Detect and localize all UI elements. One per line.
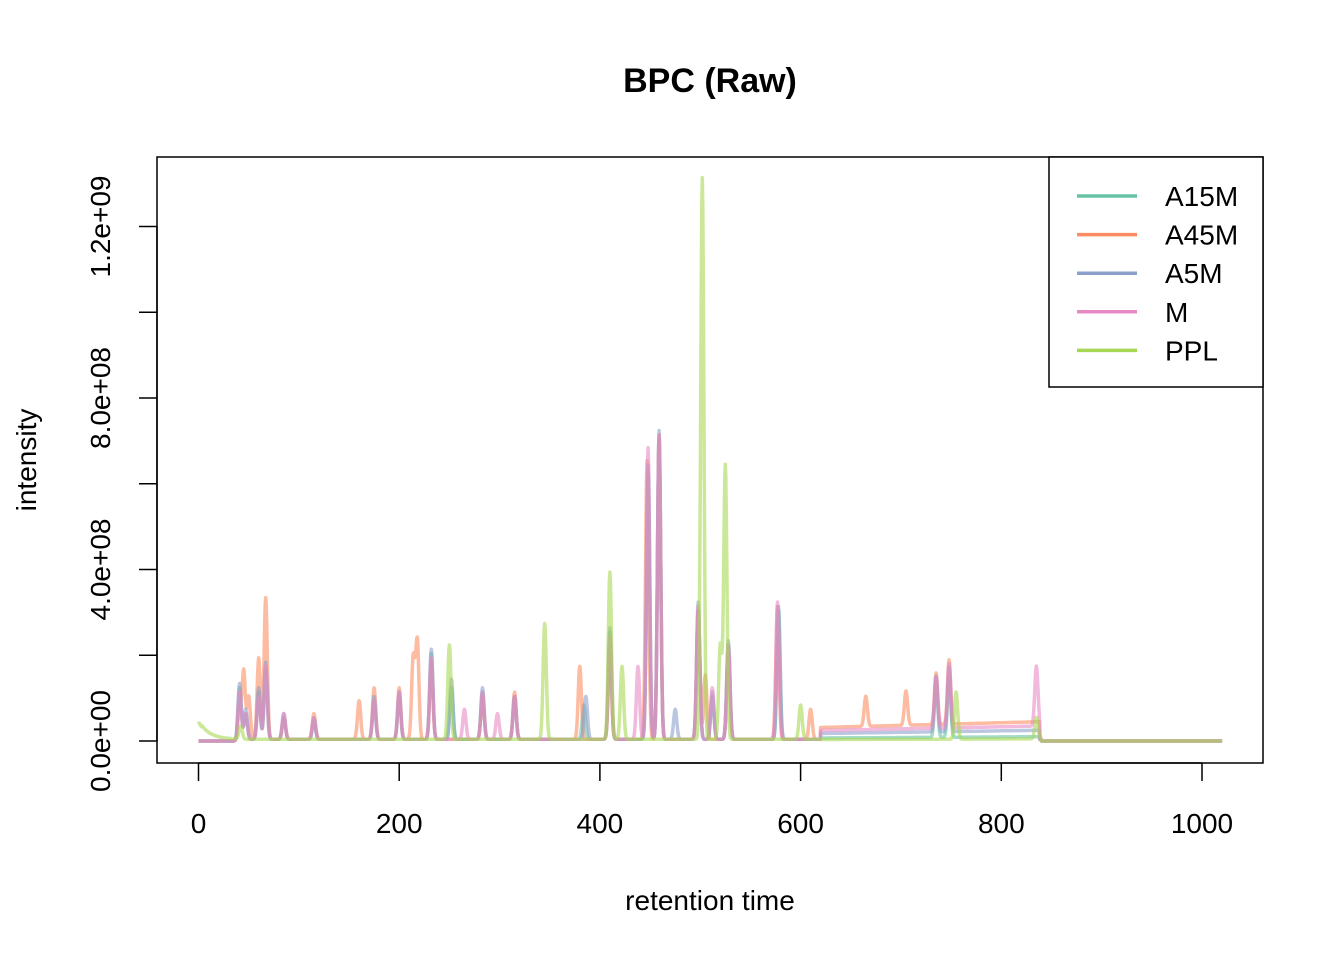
x-tick-label: 0 <box>191 808 207 839</box>
x-axis-label: retention time <box>625 885 795 916</box>
legend-label: A15M <box>1165 181 1238 212</box>
x-tick-label: 800 <box>978 808 1025 839</box>
legend-label: A5M <box>1165 258 1223 289</box>
legend-label: A45M <box>1165 220 1238 251</box>
x-tick-label: 200 <box>376 808 423 839</box>
y-tick-label: 1.2e+09 <box>85 176 116 278</box>
y-axis-label: intensity <box>11 409 42 512</box>
y-tick-label: 0.0e+00 <box>85 690 116 792</box>
x-tick-label: 1000 <box>1171 808 1233 839</box>
y-tick-label: 8.0e+08 <box>85 347 116 449</box>
series-line-m <box>197 433 1224 743</box>
legend: A15M A45M A5M M PPL <box>1048 156 1264 388</box>
chart-title: BPC (Raw) <box>623 62 797 100</box>
legend-label: M <box>1165 297 1188 328</box>
y-tick-label: 4.0e+08 <box>85 519 116 621</box>
x-tick-label: 600 <box>777 808 824 839</box>
x-axis: 0 200 400 600 800 1000 <box>191 762 1233 839</box>
series-layer <box>196 175 1224 743</box>
y-axis: 0.0e+00 4.0e+08 8.0e+08 1.2e+09 <box>85 176 158 792</box>
series-line-ppl <box>196 175 1224 743</box>
x-tick-label: 400 <box>577 808 624 839</box>
legend-label: PPL <box>1165 335 1218 366</box>
